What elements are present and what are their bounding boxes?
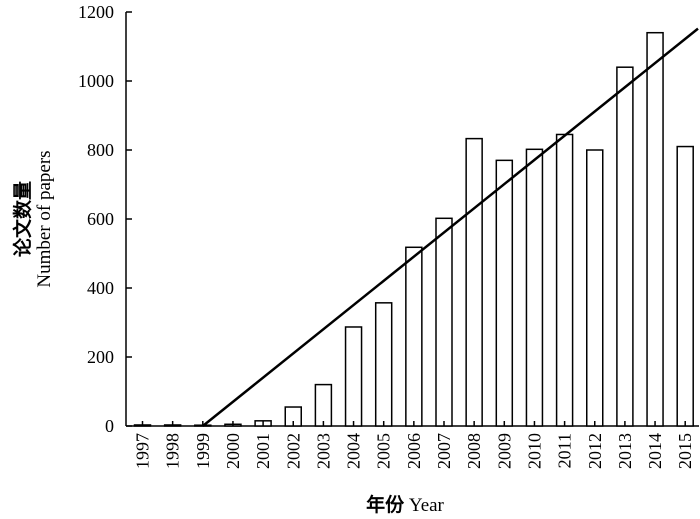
x-tick-label: 2004 bbox=[344, 433, 364, 469]
x-tick-label: 2014 bbox=[645, 433, 665, 469]
y-tick-label: 600 bbox=[87, 209, 114, 229]
x-tick-label: 1997 bbox=[133, 433, 153, 469]
y-axis-title-en: Number of papers bbox=[34, 150, 55, 287]
x-tick-label: 2003 bbox=[313, 433, 333, 469]
x-tick-label: 2002 bbox=[283, 433, 303, 469]
y-tick-label: 400 bbox=[87, 278, 114, 298]
bar-2009 bbox=[495, 159, 514, 427]
bar-2015 bbox=[676, 145, 694, 427]
x-tick-label: 2001 bbox=[253, 433, 273, 469]
trendline bbox=[202, 27, 699, 427]
x-tick-label: 2010 bbox=[524, 433, 544, 469]
x-tick-label: 2011 bbox=[555, 433, 575, 468]
bar-2010 bbox=[525, 148, 544, 427]
x-tick-label: 2013 bbox=[615, 433, 635, 469]
x-tick-label: 2000 bbox=[223, 433, 243, 469]
bar-2006 bbox=[405, 246, 423, 427]
bar-2004 bbox=[344, 326, 363, 427]
y-tick-label: 0 bbox=[105, 416, 114, 436]
y-ticks: 0 200 400 600 800 1000 1200 bbox=[78, 2, 132, 436]
x-tick-label: 1999 bbox=[193, 433, 213, 469]
x-tick-label: 2012 bbox=[585, 433, 605, 469]
trendline-group bbox=[202, 27, 699, 427]
x-tick-label: 2005 bbox=[374, 433, 394, 469]
x-tick-label: 2008 bbox=[464, 433, 484, 469]
x-tick-label: 1998 bbox=[163, 433, 183, 469]
bar-2003 bbox=[314, 383, 333, 427]
x-tick-label: 2006 bbox=[404, 433, 424, 469]
y-tick-label: 1200 bbox=[78, 2, 114, 22]
bar-2007 bbox=[435, 217, 453, 427]
bar-2013 bbox=[616, 66, 634, 427]
bar-2011 bbox=[555, 133, 574, 427]
bar-2008 bbox=[465, 137, 483, 427]
bars bbox=[133, 31, 694, 427]
bar-2012 bbox=[586, 149, 604, 427]
y-axis-title: 论文数量 Number of papers bbox=[11, 150, 55, 287]
x-tick-label: 2009 bbox=[494, 433, 514, 469]
y-axis-title-cn: 论文数量 bbox=[11, 181, 34, 257]
bar-2005 bbox=[374, 302, 393, 427]
x-tick-label: 2015 bbox=[675, 433, 695, 469]
y-tick-label: 800 bbox=[87, 140, 114, 160]
x-axis-title: 年份 Year bbox=[366, 493, 444, 516]
x-axis-title-en: Year bbox=[409, 495, 445, 516]
x-tick-label: 2007 bbox=[434, 433, 454, 469]
x-axis-title-cn: 年份 bbox=[366, 493, 405, 516]
y-tick-label: 1000 bbox=[78, 71, 114, 91]
x-ticks: 1997 1998 1999 2000 2001 2002 2003 2004 2005 2006… bbox=[133, 421, 695, 469]
y-tick-label: 200 bbox=[87, 347, 114, 367]
bar-2014 bbox=[646, 31, 664, 427]
